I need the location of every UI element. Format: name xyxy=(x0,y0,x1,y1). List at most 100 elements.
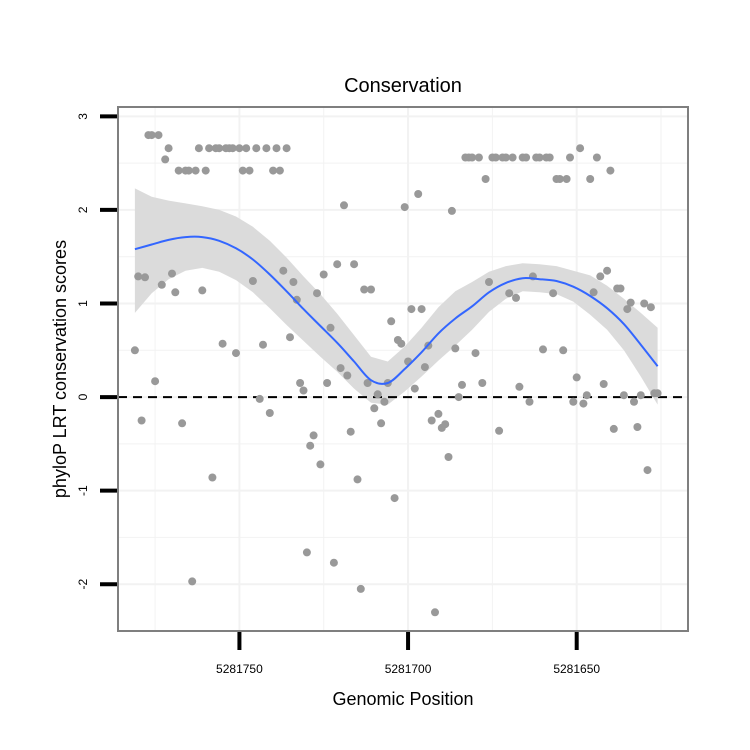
data-point xyxy=(400,203,409,212)
data-point xyxy=(603,266,612,275)
data-point xyxy=(619,391,628,400)
data-point xyxy=(380,397,389,406)
data-point xyxy=(157,280,166,289)
smooth-line xyxy=(134,235,659,385)
data-point xyxy=(255,394,264,403)
data-point xyxy=(272,144,281,153)
data-point xyxy=(434,409,443,418)
y-tick-label: -2 xyxy=(76,579,90,590)
data-point xyxy=(646,303,655,312)
data-point xyxy=(633,423,642,431)
data-point xyxy=(279,266,288,275)
data-point xyxy=(545,153,554,162)
data-point xyxy=(238,166,247,175)
data-point xyxy=(151,377,160,386)
data-point xyxy=(512,293,520,302)
data-point xyxy=(329,558,338,567)
y-tick-label: 0 xyxy=(76,393,90,400)
data-point xyxy=(340,201,348,210)
data-point xyxy=(427,416,436,425)
data-point xyxy=(147,131,156,140)
data-point xyxy=(343,371,352,380)
data-point xyxy=(501,153,510,162)
data-point xyxy=(390,494,399,503)
data-point xyxy=(454,393,463,402)
data-point xyxy=(410,384,419,393)
data-point xyxy=(248,277,257,285)
data-point xyxy=(508,153,517,162)
data-point xyxy=(174,166,183,175)
data-point xyxy=(636,391,645,400)
data-point xyxy=(242,144,251,153)
data-point xyxy=(191,166,200,175)
data-point xyxy=(579,399,588,408)
x-tick-label: 5281750 xyxy=(216,662,263,676)
y-tick-label: 2 xyxy=(76,206,90,213)
ribbon-band xyxy=(134,188,658,405)
data-point xyxy=(232,349,240,358)
data-point xyxy=(282,144,291,153)
data-point xyxy=(582,391,591,400)
data-point xyxy=(161,155,170,164)
data-point xyxy=(208,473,217,482)
data-point xyxy=(275,166,284,175)
x-axis-label: Genomic Position xyxy=(332,689,473,709)
data-point xyxy=(262,144,271,153)
x-tick-label: 5281700 xyxy=(385,662,432,676)
data-point xyxy=(586,175,595,183)
data-point xyxy=(397,339,406,348)
data-points xyxy=(130,131,662,617)
data-point xyxy=(407,305,416,314)
data-point xyxy=(218,339,227,348)
data-point xyxy=(309,431,318,440)
data-point xyxy=(626,298,635,307)
data-point xyxy=(252,144,261,153)
data-point xyxy=(316,460,325,469)
x-axis-ticks: 5281750 5281700 5281650 xyxy=(216,632,600,676)
data-point xyxy=(292,295,301,304)
chart-title: Conservation xyxy=(344,75,462,97)
data-point xyxy=(184,166,193,175)
data-point xyxy=(515,382,524,391)
data-point xyxy=(245,166,254,175)
data-point xyxy=(194,144,203,153)
data-point xyxy=(420,363,429,372)
data-point xyxy=(478,379,487,387)
data-point xyxy=(572,373,581,382)
data-point xyxy=(319,270,328,279)
data-point xyxy=(269,166,278,175)
data-point xyxy=(205,144,214,153)
data-point xyxy=(313,289,321,298)
data-point xyxy=(356,584,365,593)
x-tick-label: 5281650 xyxy=(553,662,600,676)
data-point xyxy=(228,144,237,153)
data-point xyxy=(367,285,375,294)
data-point xyxy=(350,260,359,269)
y-tick-label: -1 xyxy=(76,485,90,496)
data-point xyxy=(643,466,652,475)
data-point xyxy=(640,299,649,308)
data-point xyxy=(653,389,662,398)
y-tick-label: 3 xyxy=(76,113,90,120)
data-point xyxy=(134,272,143,281)
data-point xyxy=(495,426,504,435)
data-point xyxy=(296,379,305,387)
data-point xyxy=(549,289,558,298)
data-point xyxy=(562,175,571,183)
data-point xyxy=(559,346,568,355)
data-point xyxy=(154,131,163,140)
data-point xyxy=(201,166,210,175)
data-point xyxy=(164,144,173,153)
data-point xyxy=(458,380,466,389)
data-point xyxy=(414,190,423,198)
y-axis-ticks: -2 -1 0 1 2 3 xyxy=(76,113,117,590)
data-point xyxy=(141,273,149,282)
data-point xyxy=(178,419,187,428)
data-point xyxy=(306,441,315,450)
data-point xyxy=(447,206,456,215)
data-point xyxy=(377,419,386,428)
data-point xyxy=(609,424,618,433)
data-point xyxy=(599,380,608,388)
data-point xyxy=(417,305,426,314)
data-point xyxy=(616,284,625,293)
